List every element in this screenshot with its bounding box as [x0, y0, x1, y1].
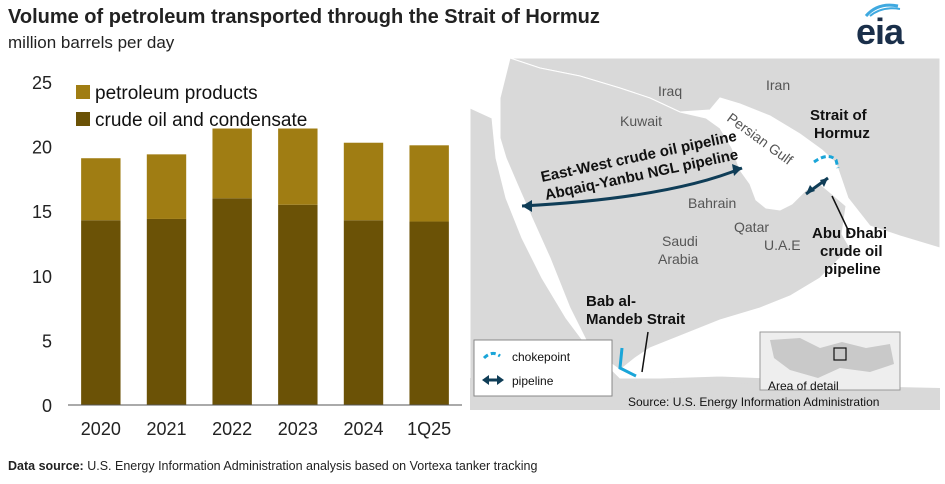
bar-segment [212, 128, 252, 199]
map-source: Source: U.S. Energy Information Administ… [628, 395, 879, 409]
map-label-bab-1: Bab al- [586, 293, 636, 310]
chart-legend: petroleum products crude oil and condens… [76, 83, 307, 131]
map-label-hormuz-2: Hormuz [814, 125, 870, 142]
legend-label-crude-oil: crude oil and condensate [95, 110, 307, 131]
y-tick-label: 5 [42, 331, 52, 351]
map-label-bab-2: Mandeb Strait [586, 311, 685, 328]
bar-segment [212, 198, 252, 405]
pipeline-arrowhead-west [522, 200, 532, 212]
hormuz-chokepoint [813, 155, 840, 169]
y-axis: 0 5 10 15 20 25 [32, 73, 52, 416]
map-label-arabia: Arabia [658, 251, 699, 267]
chart-subtitle: million barrels per day [8, 33, 175, 52]
bab-leader-line [641, 331, 649, 373]
eia-logo-text: eia [856, 11, 904, 52]
y-tick-label: 25 [32, 73, 52, 93]
inset-area-box [833, 347, 847, 361]
bar-chart: 0 5 10 15 20 25 2020 2021 2022 2023 2024 1Q25 petr… [32, 73, 462, 439]
data-source-note: Data source: U.S. Energy Information Adm… [8, 459, 537, 473]
legend-chokepoint-label: chokepoint [512, 350, 571, 364]
inset-map: Area of detail [759, 331, 901, 393]
map-label-uae: U.A.E [764, 237, 801, 253]
bar-segment [343, 220, 384, 405]
map-label-abu-dhabi-1: Abu Dhabi [812, 225, 887, 242]
map-label-bahrain: Bahrain [688, 195, 736, 211]
map-label-hormuz-1: Strait of [810, 107, 868, 124]
map-label-saudi: Saudi [662, 233, 698, 249]
ad-arrowhead-1 [806, 185, 815, 194]
bar-segment [81, 158, 121, 221]
map-label-iraq: Iraq [658, 83, 682, 99]
map-label-iran: Iran [766, 77, 790, 93]
x-tick-label: 2022 [212, 419, 252, 439]
ad-leader-line [831, 195, 851, 235]
strait-of-hormuz-map: Area of detail Iraq Iran Kuwait Persian … [470, 58, 940, 410]
x-axis: 2020 2021 2022 2023 2024 1Q25 [68, 404, 462, 439]
map-legend: chokepoint pipeline [473, 339, 613, 397]
legend-chokepoint-symbol [482, 351, 501, 360]
y-tick-label: 20 [32, 138, 52, 158]
legend-swatch-petroleum-products [76, 85, 90, 99]
x-tick-label: 2020 [81, 419, 121, 439]
pipeline-arrowhead-east [732, 164, 742, 176]
map-persian-gulf [706, 102, 836, 186]
bar-segment [409, 221, 449, 405]
eia-logo [864, 3, 901, 18]
bar-segment [409, 145, 449, 222]
legend-swatch-crude-oil [76, 112, 90, 126]
data-source-label: Data source: [8, 459, 84, 473]
legend-label-petroleum-products: petroleum products [95, 83, 258, 104]
map-label-qatar: Qatar [734, 219, 769, 235]
x-tick-label: 1Q25 [407, 419, 451, 439]
bar-segment [278, 128, 318, 205]
ad-arrowhead-2 [820, 178, 828, 187]
inset-label: Area of detail [768, 379, 839, 393]
x-tick-label: 2023 [278, 419, 318, 439]
bab-chokepoint [618, 347, 637, 378]
chart-title: Volume of petroleum transported through … [8, 6, 600, 28]
bar-segment [278, 204, 318, 405]
bars [81, 128, 449, 405]
map-label-kuwait: Kuwait [620, 113, 662, 129]
bar-segment [146, 218, 187, 405]
map-label-abu-dhabi-2: crude oil [820, 243, 883, 260]
y-tick-label: 15 [32, 202, 52, 222]
east-west-pipeline-arrow [521, 166, 743, 208]
x-tick-label: 2021 [146, 419, 186, 439]
data-source-text: U.S. Energy Information Administration a… [83, 459, 538, 473]
bar-segment [81, 220, 121, 405]
y-tick-label: 10 [32, 267, 52, 287]
legend-pipeline-label: pipeline [512, 374, 554, 388]
x-tick-label: 2024 [343, 419, 383, 439]
map-label-abu-dhabi-3: pipeline [824, 261, 881, 278]
y-tick-label: 0 [42, 396, 52, 416]
bar-segment [343, 142, 384, 221]
bar-segment [146, 154, 187, 219]
